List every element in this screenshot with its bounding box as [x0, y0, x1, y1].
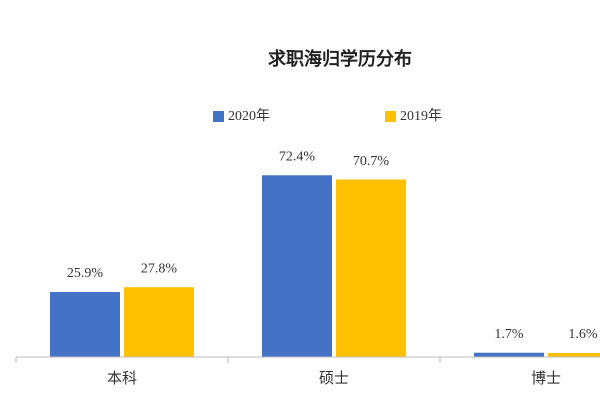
data-label: 70.7% [353, 154, 390, 169]
data-label: 72.4% [279, 149, 316, 164]
x-tick-label: 本科 [107, 370, 137, 387]
data-label: 27.8% [141, 261, 178, 276]
bar [50, 291, 120, 357]
data-label: 1.6% [568, 327, 598, 342]
chart-title: 求职海归学历分布 [268, 48, 412, 69]
x-tick-label: 硕士 [319, 370, 349, 387]
legend-swatch [213, 111, 224, 122]
bar [474, 352, 544, 357]
legend-label: 2019年 [400, 108, 442, 124]
bar [262, 175, 332, 357]
bar [336, 179, 406, 357]
bar [124, 287, 194, 357]
data-label: 25.9% [67, 266, 104, 281]
bar [548, 352, 600, 357]
x-tick-label: 博士 [531, 370, 561, 387]
legend-swatch [385, 111, 396, 122]
legend-label: 2020年 [228, 108, 270, 124]
data-label: 1.7% [494, 327, 524, 342]
